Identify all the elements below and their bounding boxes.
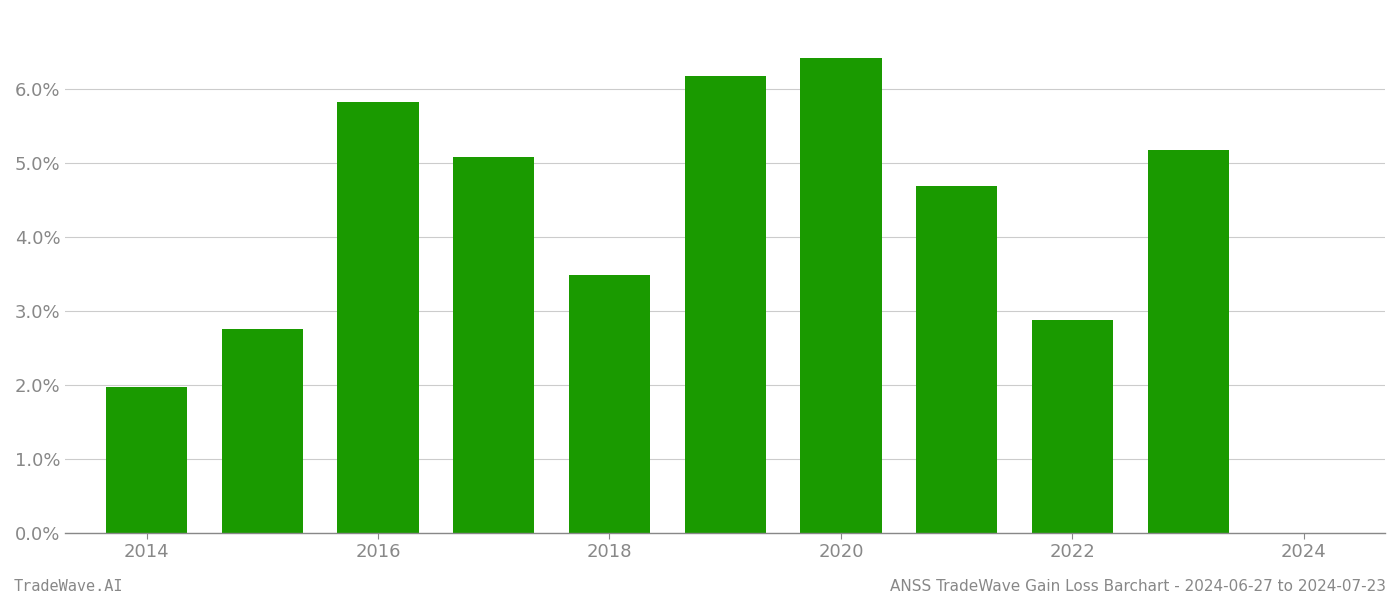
Bar <box>916 186 997 533</box>
Text: ANSS TradeWave Gain Loss Barchart - 2024-06-27 to 2024-07-23: ANSS TradeWave Gain Loss Barchart - 2024… <box>890 579 1386 594</box>
Bar <box>454 157 535 533</box>
Bar <box>1032 320 1113 533</box>
Text: TradeWave.AI: TradeWave.AI <box>14 579 123 594</box>
Bar <box>568 275 650 533</box>
Bar <box>801 58 882 533</box>
Bar <box>685 76 766 533</box>
Bar <box>337 102 419 533</box>
Bar <box>221 329 302 533</box>
Bar <box>1148 151 1229 533</box>
Bar <box>106 387 188 533</box>
